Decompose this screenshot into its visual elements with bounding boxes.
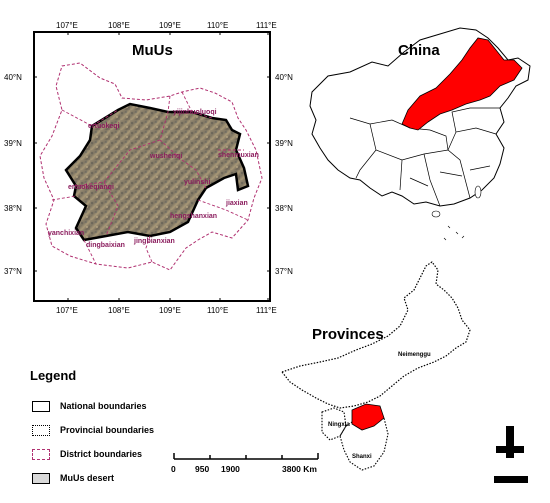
lon-tick-bottom-110: 110°E	[207, 306, 229, 315]
lat-tick-right-39: 39°N	[275, 139, 293, 148]
scale-label-950: 950	[195, 464, 210, 474]
district-label-wushenqi: wushenqi	[150, 153, 183, 160]
province-ningxia	[321, 407, 347, 441]
legend-label-desert: MuUs desert	[60, 473, 115, 483]
legend-swatch-district	[32, 449, 50, 460]
lon-tick-top-109: 109°E	[159, 21, 181, 30]
district-label-jiaxian: jiaxian	[226, 200, 248, 207]
legend-swatch-provincial	[32, 425, 50, 436]
lat-tick-left-40: 40°N	[4, 73, 22, 82]
lat-tick-left-39: 39°N	[4, 139, 22, 148]
muus-map-frame	[33, 31, 271, 302]
district-boundaries-outer	[39, 62, 263, 271]
district-label-yulinshi: yulinshi	[184, 179, 211, 186]
lon-tick-top-111: 111°E	[256, 21, 277, 30]
district-label-ertuokeqi: ertuokeqi	[88, 123, 120, 130]
legend-title: Legend	[30, 368, 77, 383]
province-label-neimenggu: Neimenggu	[398, 352, 431, 358]
legend-swatch-national	[32, 401, 50, 412]
lat-tick-right-40: 40°N	[275, 73, 293, 82]
province-neimenggu	[280, 261, 471, 409]
district-label-shenmuxian: shenmuxian	[218, 152, 259, 159]
provinces-map-title: Provinces	[312, 326, 384, 343]
lon-tick-bottom-109: 109°E	[159, 306, 181, 315]
district-label-yijinhuoluoqi: yijinhuoluoqi	[173, 109, 217, 116]
lon-tick-top-110: 110°E	[207, 21, 229, 30]
district-label-dingbaixian: dingbaixian	[86, 242, 125, 249]
legend-swatch-desert	[32, 473, 50, 484]
lon-tick-bottom-111: 111°E	[256, 306, 277, 315]
district-label-hengshanxian: hengshanxian	[170, 213, 218, 220]
district-label-jingbianxian: jingbianxian	[134, 238, 175, 245]
lon-tick-bottom-107: 107°E	[56, 306, 78, 315]
hainan-island	[431, 210, 441, 218]
lat-tick-right-37: 37°N	[275, 267, 293, 276]
legend-label-national: National boundaries	[60, 401, 147, 411]
province-label-shanxi: Shanxi	[352, 454, 372, 460]
taiwan-island	[474, 185, 482, 199]
scale-label-0: 0	[171, 464, 176, 474]
china-highlight-inner-mongolia	[401, 37, 523, 131]
legend-label-district: District boundaries	[60, 449, 143, 459]
lat-tick-left-38: 38°N	[4, 204, 22, 213]
lat-tick-left-37: 37°N	[4, 267, 22, 276]
china-map-title: China	[398, 42, 440, 59]
lon-tick-top-107: 107°E	[56, 21, 78, 30]
lon-tick-top-108: 108°E	[108, 21, 130, 30]
district-label-ertuokeqianqi: ertuokeqianqi	[68, 184, 114, 191]
province-label-ningxia: Ningxia	[328, 422, 350, 428]
province-shanxi	[339, 413, 389, 471]
scale-label-3800km: 3800 Km	[282, 464, 317, 474]
district-label-yanchixian: yanchixian	[48, 230, 85, 237]
lon-tick-bottom-108: 108°E	[108, 306, 130, 315]
scale-label-1900: 1900	[221, 464, 240, 474]
legend-label-provincial: Provincial boundaries	[60, 425, 155, 435]
lat-tick-right-38: 38°N	[275, 204, 293, 213]
muus-map-title: MuUs	[132, 42, 173, 59]
provinces-highlight-muus	[351, 403, 385, 431]
